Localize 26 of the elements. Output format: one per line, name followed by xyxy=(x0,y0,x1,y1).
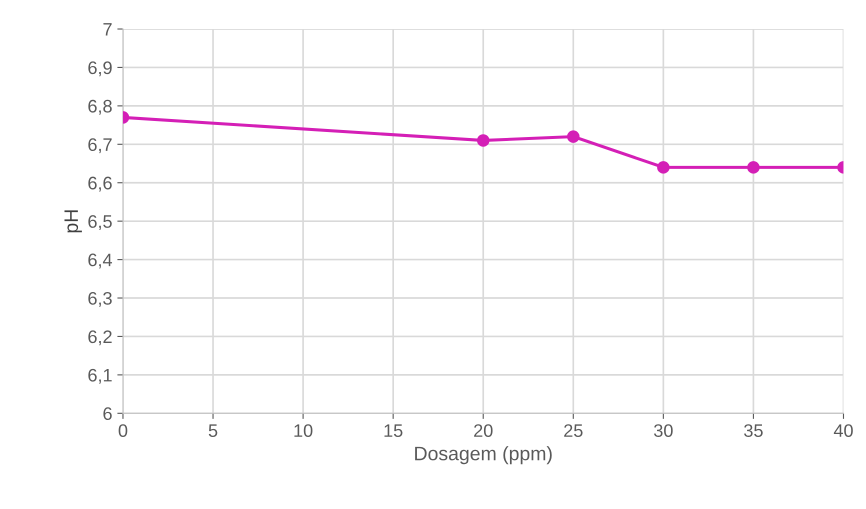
x-tick-label: 15 xyxy=(384,424,402,437)
x-axis-title: Dosagem (ppm) xyxy=(415,446,552,464)
x-tick-label: 10 xyxy=(294,424,312,437)
y-tick-label: 6,4 xyxy=(88,254,112,268)
y-tick-label: 6,3 xyxy=(88,292,112,307)
y-tick-label: 6 xyxy=(103,407,112,420)
y-tick-label: 6,5 xyxy=(88,215,112,230)
y-tick-label: 6,9 xyxy=(88,61,112,76)
point xyxy=(657,161,670,174)
y-tick-label: 6,1 xyxy=(88,368,112,384)
point xyxy=(476,134,490,147)
x-tick-label: 25 xyxy=(564,424,583,437)
y-tick-label: 7 xyxy=(103,23,112,36)
x-tick-label: 20 xyxy=(474,424,493,437)
y-tick-label: 6,8 xyxy=(88,100,112,115)
y-tick-label: 6,2 xyxy=(88,330,112,346)
point xyxy=(567,130,580,143)
x-tick-label: 5 xyxy=(208,424,218,437)
x-tick-label: 35 xyxy=(744,424,763,437)
x-tick-label: 40 xyxy=(834,424,853,437)
x-tick-label: 0 xyxy=(118,424,128,437)
y-tick-label: 6,6 xyxy=(88,176,112,192)
x-tick-label: 30 xyxy=(654,424,673,437)
y-axis-title: pH xyxy=(64,210,82,232)
y-tick-label: 6,7 xyxy=(88,138,112,154)
point xyxy=(747,161,760,174)
